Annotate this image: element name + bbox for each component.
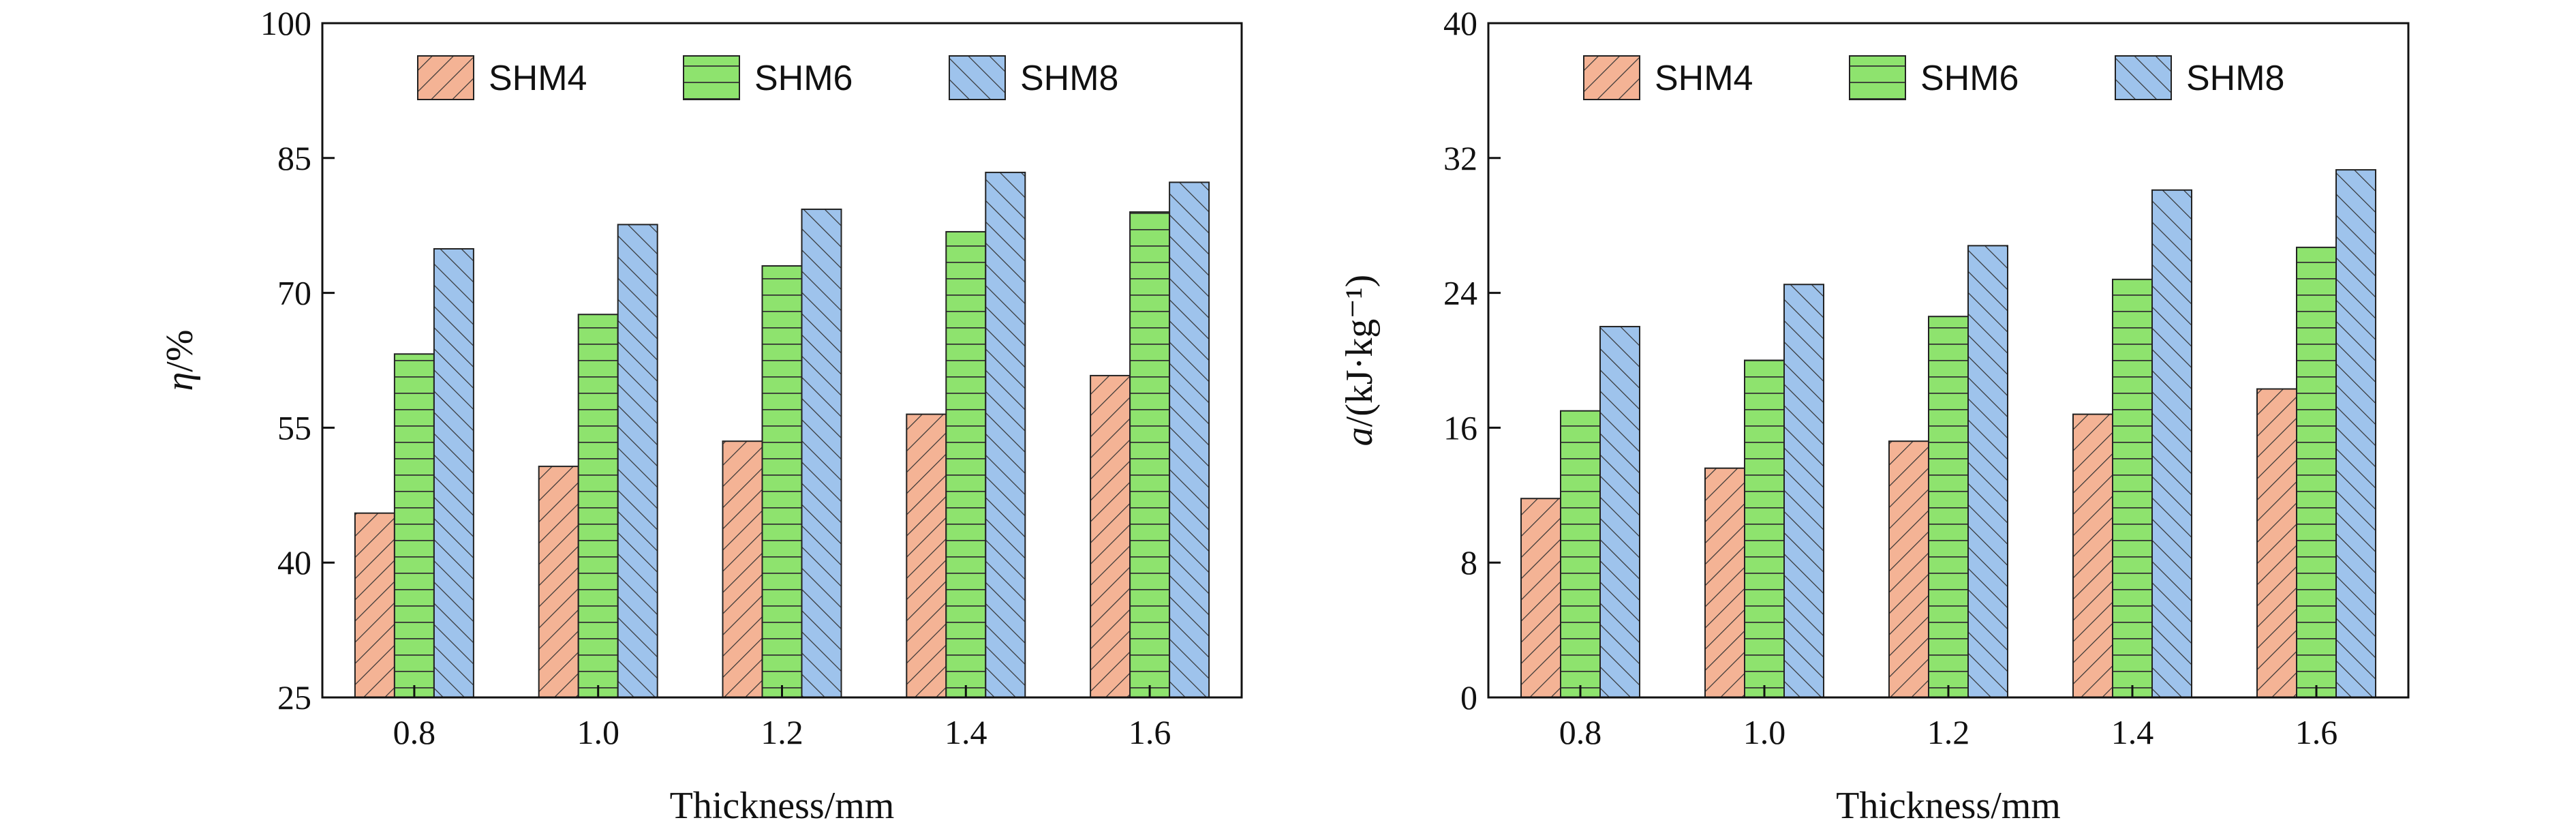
y-tick-label: 40 <box>277 543 311 582</box>
x-tick-label: 0.8 <box>1559 713 1602 751</box>
y-tick-label: 25 <box>277 678 311 717</box>
bar-shm4-1_0 <box>1704 467 1745 698</box>
legend-label-shm4: SHM4 <box>1655 59 1753 98</box>
bar-shm4-1_4 <box>906 413 947 698</box>
bar-shm4-1_2 <box>1888 440 1929 698</box>
y-axis-unit: /% <box>159 330 201 372</box>
panel-efficiency: 25 40 55 70 85 100 0.8 1.0 1.2 1.4 1.6 Thickness/mm… <box>159 4 1243 827</box>
y-tick-label: 32 <box>1443 139 1477 177</box>
x-tick-label: 0.8 <box>393 713 436 751</box>
x-tick-label: 1.0 <box>577 713 619 751</box>
bar-shm6-0_8 <box>393 353 435 698</box>
y-axis-unit: /(kJ·kg⁻¹) <box>1338 275 1381 427</box>
y-tick-label: 0 <box>1460 678 1477 717</box>
bar-shm6-1_2 <box>1928 316 1969 698</box>
legend-swatch-shm8 <box>949 55 1006 100</box>
y-tick-label: 85 <box>277 139 311 177</box>
legend-label-shm6: SHM6 <box>754 59 853 98</box>
y-tick-label: 24 <box>1443 274 1477 312</box>
y-axis-symbol: η <box>159 372 201 391</box>
x-tick-label: 1.2 <box>761 713 803 751</box>
bar-shm6-1_4 <box>2112 278 2153 698</box>
y-tick-label: 55 <box>277 408 311 447</box>
legend-swatch-shm6 <box>1849 55 1906 100</box>
bar-shm8-1_2 <box>1967 245 2008 698</box>
bar-shm8-1_0 <box>617 224 658 698</box>
y-tick-label: 40 <box>1443 4 1477 42</box>
x-tick-label: 1.4 <box>2111 713 2154 751</box>
y-axis-symbol: a <box>1338 427 1381 446</box>
x-tick-label: 1.0 <box>1743 713 1786 751</box>
legend-swatch-shm4 <box>1583 55 1640 100</box>
x-tick-label: 1.2 <box>1927 713 1970 751</box>
bar-shm6-1_6 <box>1129 211 1171 699</box>
bar-shm8-1_2 <box>801 208 842 698</box>
x-tick-label: 1.4 <box>945 713 987 751</box>
bar-shm4-1_4 <box>2072 413 2113 698</box>
x-axis-label: Thickness/mm <box>1836 785 2061 827</box>
bar-shm6-1_4 <box>945 230 987 698</box>
x-tick-label: 1.6 <box>2295 713 2338 751</box>
bar-shm8-1_6 <box>2335 169 2376 699</box>
y-axis-label: η/% <box>159 330 201 391</box>
bar-shm4-1_6 <box>1090 374 1131 699</box>
legend-label-shm6: SHM6 <box>1920 59 2019 98</box>
panel-absorption: 0 8 16 24 32 40 0.8 1.0 1.2 1.4 1.6 Thickness/mm a/(… <box>1338 4 2410 827</box>
legend-label-shm8: SHM8 <box>1020 59 1118 98</box>
bar-shm8-1_4 <box>985 171 1026 698</box>
y-tick-label: 16 <box>1443 408 1477 447</box>
legend-label-shm8: SHM8 <box>2186 59 2284 98</box>
bar-shm4-1_6 <box>2256 388 2297 698</box>
bar-shm8-0_8 <box>433 247 474 698</box>
bar-shm6-1_2 <box>761 265 803 699</box>
bar-shm6-1_0 <box>577 314 619 698</box>
x-axis-label: Thickness/mm <box>670 785 895 827</box>
y-tick-label: 70 <box>277 274 311 312</box>
legend-label-shm4: SHM4 <box>489 59 587 98</box>
y-tick-label: 100 <box>260 4 311 42</box>
legend-swatch-shm8 <box>2115 55 2172 100</box>
bar-shm4-1_0 <box>538 466 579 698</box>
y-axis-label: a/(kJ·kg⁻¹) <box>1338 275 1381 447</box>
y-tick-label: 8 <box>1460 543 1477 582</box>
bar-shm4-0_8 <box>354 512 395 698</box>
bar-shm8-1_0 <box>1783 284 1824 698</box>
bar-shm6-1_6 <box>2296 246 2337 698</box>
bar-shm8-1_6 <box>1169 181 1210 698</box>
bar-shm6-0_8 <box>1560 410 1601 698</box>
bar-shm8-0_8 <box>1599 326 1640 698</box>
bar-shm6-1_0 <box>1744 359 1785 698</box>
legend-swatch-shm6 <box>683 55 740 100</box>
bar-shm4-1_2 <box>722 440 763 698</box>
bar-shm4-0_8 <box>1520 498 1561 698</box>
bar-shm8-1_4 <box>2151 189 2192 698</box>
x-tick-label: 1.6 <box>1129 713 1171 751</box>
legend-swatch-shm4 <box>417 55 474 100</box>
